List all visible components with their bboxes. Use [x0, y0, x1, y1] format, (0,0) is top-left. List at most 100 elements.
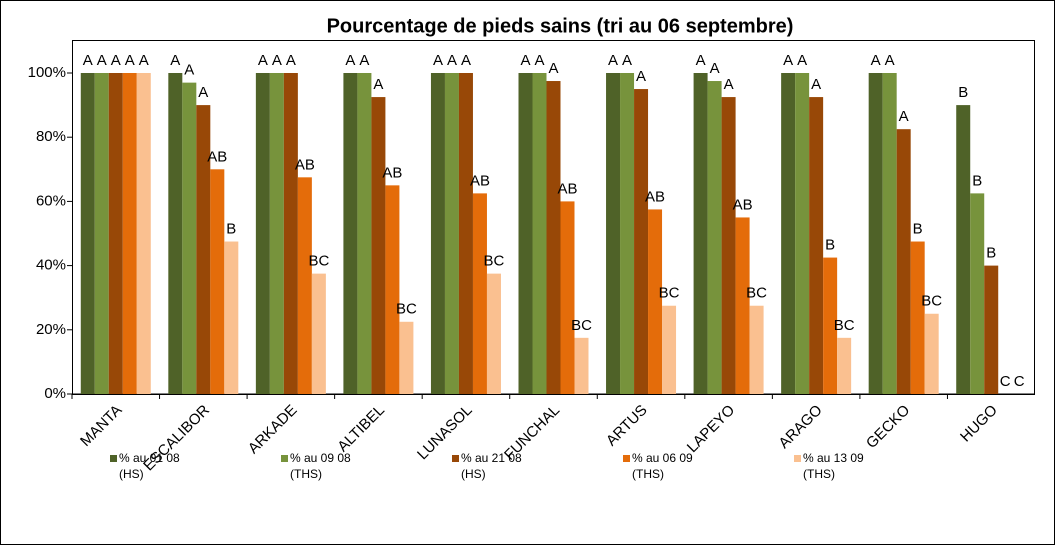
data-label: BC	[308, 253, 329, 270]
data-label: BC	[659, 285, 680, 302]
data-label: AB	[470, 172, 490, 189]
bar	[823, 257, 838, 394]
y-tick-label: 100%	[28, 64, 66, 81]
data-label: C	[1000, 373, 1011, 390]
data-label: A	[184, 62, 194, 79]
legend-label: % au 13 09	[803, 451, 864, 465]
data-label: A	[696, 52, 706, 69]
legend-label: (HS)	[119, 467, 144, 481]
data-label: A	[345, 52, 355, 69]
bar	[620, 73, 635, 394]
data-label: BC	[921, 293, 942, 310]
data-label: B	[913, 220, 923, 237]
data-label: A	[608, 52, 618, 69]
bar	[357, 73, 372, 394]
bar	[648, 209, 663, 394]
bar	[956, 105, 971, 394]
bar	[809, 97, 824, 394]
data-label: A	[286, 52, 296, 69]
y-tick-label: 0%	[44, 385, 66, 402]
data-label: A	[111, 52, 121, 69]
data-label: B	[958, 84, 968, 101]
bar	[721, 97, 736, 394]
bar	[896, 129, 911, 395]
bar	[80, 73, 95, 394]
y-tick-label: 60%	[36, 192, 66, 209]
bar	[634, 89, 649, 395]
bar	[269, 73, 284, 394]
data-label: A	[359, 52, 369, 69]
data-label: BC	[834, 317, 855, 334]
bar	[707, 81, 722, 395]
data-label: B	[825, 237, 835, 254]
bar	[970, 193, 985, 394]
bar	[255, 73, 270, 394]
bar	[136, 73, 151, 394]
y-tick-label: 80%	[36, 128, 66, 145]
legend-label: (HS)	[461, 467, 486, 481]
bar	[210, 169, 225, 394]
bar	[168, 73, 183, 394]
legend-swatch	[281, 455, 288, 462]
bar	[781, 73, 796, 394]
legend-swatch	[110, 455, 117, 462]
data-label: A	[899, 108, 909, 125]
bar	[371, 97, 386, 394]
data-label: A	[272, 52, 282, 69]
bar	[984, 265, 999, 394]
bar	[749, 305, 764, 394]
data-label: A	[797, 52, 807, 69]
legend-label: % au 06 09	[632, 451, 693, 465]
bar	[868, 73, 883, 394]
legend-label: % au 21 08	[461, 451, 522, 465]
data-label: A	[83, 52, 93, 69]
data-label: AB	[295, 156, 315, 173]
data-label: A	[461, 52, 471, 69]
data-label: A	[125, 52, 135, 69]
bar	[546, 81, 561, 395]
data-label: AB	[207, 148, 227, 165]
data-label: A	[373, 76, 383, 93]
bar	[693, 73, 708, 394]
bar	[486, 273, 501, 394]
data-label: A	[170, 52, 180, 69]
bar	[182, 82, 197, 394]
bar	[472, 193, 487, 394]
legend-swatch	[452, 455, 459, 462]
legend-label: % au 01 08	[119, 451, 180, 465]
data-label: A	[139, 52, 149, 69]
bar	[311, 273, 326, 394]
legend-label: (THS)	[803, 467, 835, 481]
bar	[882, 73, 897, 394]
data-label: BC	[484, 253, 505, 270]
data-label: BC	[746, 285, 767, 302]
y-tick-label: 40%	[36, 257, 66, 274]
data-label: BC	[396, 301, 417, 318]
bar	[837, 337, 852, 394]
bar	[795, 73, 810, 394]
data-label: A	[534, 52, 544, 69]
data-label: A	[447, 52, 457, 69]
bar	[662, 305, 677, 394]
data-label: A	[97, 52, 107, 69]
bar	[196, 105, 211, 394]
data-label: C	[1014, 373, 1025, 390]
data-label: AB	[557, 180, 577, 197]
bar	[385, 185, 400, 394]
data-label: AB	[733, 196, 753, 213]
data-label: A	[433, 52, 443, 69]
bar	[532, 73, 547, 394]
bar	[444, 73, 459, 394]
data-label: B	[986, 245, 996, 262]
bar	[283, 73, 298, 394]
data-label: A	[724, 76, 734, 93]
bar	[297, 177, 312, 394]
data-label: A	[258, 52, 268, 69]
data-label: A	[811, 76, 821, 93]
y-tick-label: 20%	[36, 321, 66, 338]
bar	[560, 201, 575, 394]
bar	[343, 73, 358, 394]
bar	[94, 73, 109, 394]
legend-label: (THS)	[290, 467, 322, 481]
